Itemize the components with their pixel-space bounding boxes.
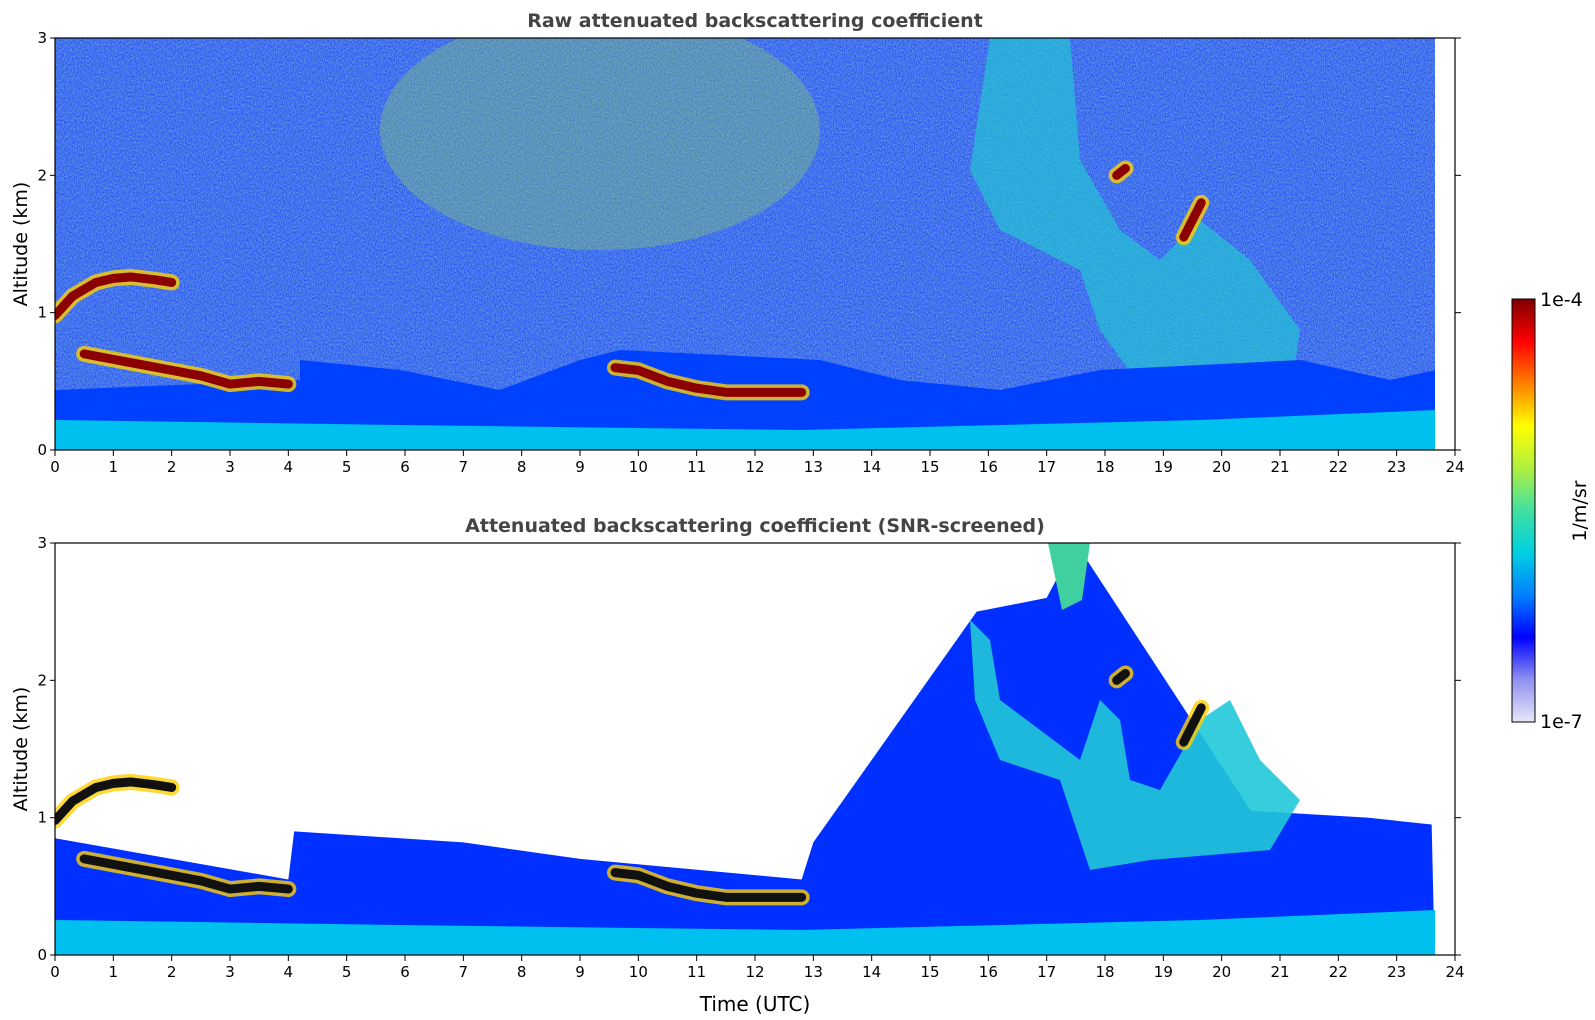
screened-x-tick-label: 3 — [225, 963, 235, 981]
screened-x-ticks: 0 1 2 3 4 5 6 7 8 9 10 11 12 13 14 15 16 17 18 19 20 21 22 23 24 — [50, 955, 1465, 981]
raw-layer-group — [55, 160, 1210, 401]
screened-x-tick-label: 24 — [1445, 963, 1464, 981]
raw-x-tick-label: 7 — [459, 458, 469, 476]
raw-layer-evening-cloud-1 — [1112, 163, 1130, 180]
screened-y-tick-label: 2 — [37, 671, 47, 689]
raw-x-tick-label: 16 — [979, 458, 998, 476]
screened-x-tick-label: 8 — [517, 963, 527, 981]
screened-x-tick-label: 10 — [629, 963, 648, 981]
raw-x-tick-label: 22 — [1329, 458, 1348, 476]
raw-y-tick-label: 0 — [37, 441, 47, 459]
screened-x-tick-label: 20 — [1212, 963, 1231, 981]
colorbar-max-label: 1e-4 — [1540, 289, 1583, 311]
screened-x-tick-label: 9 — [575, 963, 585, 981]
raw-y-axis-label: Altitude (km) — [10, 182, 32, 307]
screened-layer-midday-layer — [610, 868, 807, 902]
screened-y-tick-label: 0 — [37, 946, 47, 964]
screened-panel-title: Attenuated backscattering coefficient (S… — [465, 515, 1045, 537]
screened-x-tick-label: 17 — [1037, 963, 1056, 981]
raw-layer-evening-cloud-2 — [1179, 198, 1206, 242]
screened-x-tick-label: 0 — [50, 963, 60, 981]
raw-y-tick-label: 2 — [37, 166, 47, 184]
screened-y-axis-label: Altitude (km) — [10, 687, 32, 812]
raw-layer-midday-layer — [610, 363, 807, 397]
screened-x-tick-label: 1 — [109, 963, 119, 981]
screened-layer-evening-cloud-1 — [1112, 668, 1130, 685]
raw-x-tick-label: 13 — [804, 458, 823, 476]
raw-x-tick-label: 1 — [109, 458, 119, 476]
raw-x-tick-label: 11 — [687, 458, 706, 476]
raw-layer-boundary-layer-top — [79, 349, 293, 389]
screened-plume-top — [1048, 543, 1090, 610]
raw-x-tick-label: 24 — [1445, 458, 1464, 476]
raw-no-data-region — [1436, 38, 1455, 450]
screened-layer-morning-cloud-top — [55, 777, 177, 825]
screened-x-tick-label: 18 — [1095, 963, 1114, 981]
raw-x-tick-label: 14 — [862, 458, 881, 476]
screened-layer-group — [55, 665, 1210, 906]
colorbar-unit-label: 1/m/sr — [1569, 480, 1591, 541]
raw-x-ticks: 0 1 2 3 4 5 6 7 8 9 10 11 12 13 14 15 16 17 18 19 20 21 22 23 24 — [50, 450, 1465, 476]
raw-x-tick-label: 12 — [745, 458, 764, 476]
raw-x-tick-label: 18 — [1095, 458, 1114, 476]
raw-evening-plume — [970, 38, 1300, 400]
screened-x-tick-label: 2 — [167, 963, 177, 981]
raw-x-tick-label: 17 — [1037, 458, 1056, 476]
raw-backscatter-panel: Raw attenuated backscattering coefficien… — [10, 10, 1465, 476]
x-axis-label: Time (UTC) — [699, 992, 811, 1016]
screened-x-tick-label: 11 — [687, 963, 706, 981]
screened-x-tick-label: 21 — [1270, 963, 1289, 981]
screened-backscatter-panel: Attenuated backscattering coefficient (S… — [10, 515, 1465, 1016]
screened-x-tick-label: 16 — [979, 963, 998, 981]
screened-x-tick-label: 5 — [342, 963, 352, 981]
screened-y-tick-label: 3 — [37, 534, 47, 552]
raw-x-tick-label: 5 — [342, 458, 352, 476]
screened-x-tick-label: 7 — [459, 963, 469, 981]
raw-x-tick-label: 23 — [1387, 458, 1406, 476]
raw-x-tick-label: 2 — [167, 458, 177, 476]
raw-x-tick-label: 10 — [629, 458, 648, 476]
screened-x-tick-label: 6 — [400, 963, 410, 981]
raw-panel-title: Raw attenuated backscattering coefficien… — [527, 10, 983, 32]
screened-surface-layer — [55, 910, 1435, 955]
screened-x-tick-label: 22 — [1329, 963, 1348, 981]
screened-x-tick-label: 14 — [862, 963, 881, 981]
raw-aerosol-plume-upper — [380, 38, 820, 250]
raw-x-tick-label: 8 — [517, 458, 527, 476]
screened-x-tick-label: 23 — [1387, 963, 1406, 981]
screened-x-tick-label: 19 — [1154, 963, 1173, 981]
raw-y-tick-label: 3 — [37, 29, 47, 47]
colorbar: 1e-4 1e-7 1/m/sr — [1511, 289, 1591, 733]
raw-x-tick-label: 0 — [50, 458, 60, 476]
raw-x-tick-label: 21 — [1270, 458, 1289, 476]
screened-y-tick-label: 1 — [37, 809, 47, 827]
screened-x-tick-label: 15 — [920, 963, 939, 981]
raw-x-tick-label: 20 — [1212, 458, 1231, 476]
raw-x-tick-label: 3 — [225, 458, 235, 476]
raw-x-tick-label: 19 — [1154, 458, 1173, 476]
raw-x-tick-label: 15 — [920, 458, 939, 476]
screened-y-ticks: 0 1 2 3 — [37, 534, 1461, 964]
screened-evening-plume — [970, 620, 1300, 870]
raw-surface-layer — [55, 410, 1435, 450]
raw-y-ticks: 0 1 2 3 — [37, 29, 1461, 459]
screened-x-tick-label: 12 — [745, 963, 764, 981]
raw-x-tick-label: 9 — [575, 458, 585, 476]
raw-x-tick-label: 4 — [284, 458, 294, 476]
screened-x-tick-label: 13 — [804, 963, 823, 981]
screened-layer-evening-cloud-2 — [1179, 703, 1206, 747]
colorbar-gradient — [1511, 298, 1536, 723]
colorbar-min-label: 1e-7 — [1540, 711, 1583, 733]
raw-y-tick-label: 1 — [37, 304, 47, 322]
raw-layer-morning-cloud-top — [55, 272, 177, 320]
raw-x-tick-label: 6 — [400, 458, 410, 476]
screened-x-tick-label: 4 — [284, 963, 294, 981]
screened-layer-boundary-layer-top — [79, 854, 293, 894]
